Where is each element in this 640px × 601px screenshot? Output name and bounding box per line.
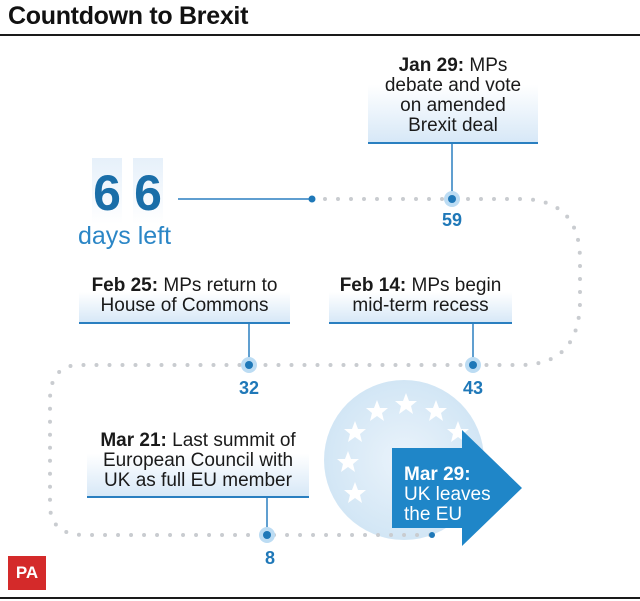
days-remaining-label: 32 bbox=[238, 378, 260, 398]
event-date: Mar 29: bbox=[404, 464, 471, 485]
event-text: on amended bbox=[400, 95, 506, 116]
event-date: Feb 14: bbox=[339, 275, 407, 296]
event-text: MPs begin bbox=[411, 275, 502, 296]
event-card-mar21: Mar 21: Last summit of European Council … bbox=[87, 431, 309, 498]
bottom-divider bbox=[0, 597, 640, 599]
countdown-caption: days left bbox=[78, 222, 172, 250]
marker-mar21 bbox=[259, 527, 275, 543]
final-event-label: Mar 29: UK leaves the EU bbox=[404, 465, 491, 525]
event-date: Feb 25: bbox=[91, 275, 159, 296]
eu-star bbox=[337, 451, 359, 472]
eu-star bbox=[344, 482, 366, 503]
event-text: Last summit of bbox=[172, 430, 296, 451]
event-text: MPs bbox=[469, 55, 508, 76]
event-card-feb25: Feb 25: MPs return to House of Commons bbox=[79, 276, 290, 324]
event-text: UK leaves bbox=[404, 484, 491, 505]
eu-star bbox=[395, 393, 417, 414]
countdown-digit: 6 bbox=[133, 158, 163, 224]
event-date: Jan 29: bbox=[398, 55, 465, 76]
marker-feb14 bbox=[465, 357, 481, 373]
days-remaining-label: 8 bbox=[264, 548, 275, 568]
event-text: debate and vote bbox=[384, 75, 522, 96]
countdown-digit: 6 bbox=[92, 158, 122, 224]
event-text: MPs return to bbox=[163, 275, 278, 296]
eu-star bbox=[425, 400, 447, 421]
event-card-jan29: Jan 29: MPs debate and vote on amended B… bbox=[368, 54, 538, 144]
eu-stars bbox=[337, 393, 469, 503]
days-remaining-label: 59 bbox=[441, 210, 463, 230]
days-remaining-label: 43 bbox=[462, 378, 484, 398]
eu-star bbox=[344, 421, 366, 442]
page-title: Countdown to Brexit bbox=[8, 2, 249, 30]
event-text: Brexit deal bbox=[408, 115, 498, 136]
path-start-dot bbox=[308, 195, 316, 203]
eu-star bbox=[366, 400, 388, 421]
event-text: UK as full EU member bbox=[104, 470, 292, 491]
title-divider bbox=[0, 34, 640, 36]
event-text: mid-term recess bbox=[352, 295, 489, 316]
pa-logo: PA bbox=[8, 556, 46, 590]
marker-feb25 bbox=[241, 357, 257, 373]
event-date: Mar 21: bbox=[100, 430, 167, 451]
event-text: European Council with bbox=[102, 450, 294, 471]
path-end-dot bbox=[429, 532, 435, 538]
event-text: the EU bbox=[404, 504, 463, 525]
marker-jan29 bbox=[444, 191, 460, 207]
event-text: House of Commons bbox=[100, 295, 269, 316]
event-card-feb14: Feb 14: MPs begin mid-term recess bbox=[329, 276, 512, 324]
final-arrow bbox=[392, 430, 522, 546]
